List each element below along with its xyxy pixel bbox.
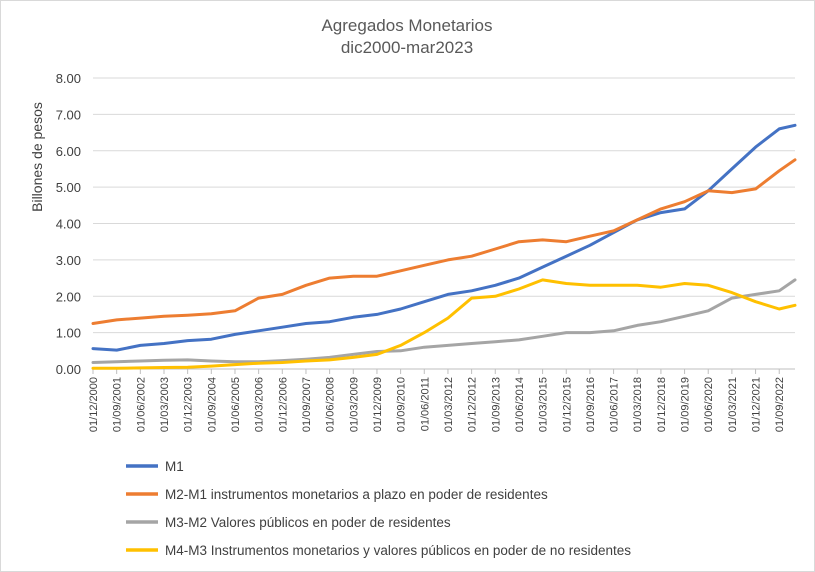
y-axis-label: Billones de pesos <box>29 102 45 212</box>
y-axis-ticks: 0.00 1.00 2.00 3.00 4.00 5.00 6.00 7.00 8.00 <box>56 71 81 377</box>
x-tick-label: 01/03/2003 <box>159 377 171 432</box>
x-tick-label: 01/09/2019 <box>680 377 692 432</box>
y-tick-label: 4.00 <box>56 217 81 232</box>
x-tick-label: 01/09/2013 <box>490 377 502 432</box>
x-tick-label: 01/06/2005 <box>230 377 242 432</box>
series-line-1 <box>91 123 797 352</box>
x-tick-label: 01/09/2004 <box>206 377 218 432</box>
x-tick-label: 01/03/2006 <box>254 377 266 432</box>
series-line-2 <box>91 158 797 325</box>
x-tick-label: 01/12/2003 <box>183 377 195 432</box>
x-tick-label: 01/06/2014 <box>514 377 526 432</box>
x-tick-label: 01/06/2017 <box>609 377 621 432</box>
x-tick-label: 01/09/2016 <box>585 377 597 432</box>
series-line-3 <box>91 278 797 364</box>
legend-label: M1 <box>165 459 184 474</box>
y-tick-label: 6.00 <box>56 144 81 159</box>
x-tick-label: 01/06/2008 <box>325 377 337 432</box>
y-tick-label: 2.00 <box>56 289 81 304</box>
x-tick-label: 01/03/2018 <box>632 377 644 432</box>
x-tick-label: 01/09/2007 <box>301 377 313 432</box>
y-tick-label: 7.00 <box>56 107 81 122</box>
x-tick-label: 01/06/2020 <box>703 377 715 432</box>
x-tick-label: 01/06/2002 <box>135 377 147 432</box>
legend-label: M2-M1 instrumentos monetarios a plazo en… <box>165 487 548 502</box>
y-tick-label: 1.00 <box>56 326 81 341</box>
x-tick-label: 01/12/2000 <box>88 377 100 432</box>
gridlines <box>93 77 795 370</box>
x-tick-label: 01/12/2009 <box>372 377 384 432</box>
chart-title: Agregados Monetarios <box>321 16 492 35</box>
x-tick-label: 01/03/2015 <box>538 377 550 432</box>
y-tick-label: 8.00 <box>56 71 81 86</box>
x-tick-label: 01/12/2015 <box>561 377 573 432</box>
legend-label: M3-M2 Valores públicos en poder de resid… <box>165 515 451 530</box>
x-tick-label: 01/09/2010 <box>396 377 408 432</box>
series-line-4 <box>91 278 797 370</box>
x-tick-label: 01/12/2018 <box>656 377 668 432</box>
x-tick-label: 01/09/2001 <box>112 377 124 432</box>
legend: M1 M2-M1 instrumentos monetarios a plazo … <box>126 459 631 558</box>
x-tick-label: 01/06/2011 <box>419 377 431 431</box>
legend-label: M4-M3 Instrumentos monetarios y valores … <box>165 543 631 558</box>
series-lines <box>91 123 797 370</box>
y-tick-label: 0.00 <box>56 362 81 377</box>
x-tick-label: 01/03/2012 <box>443 377 455 432</box>
x-tick-label: 01/03/2009 <box>348 377 360 432</box>
x-tick-label: 01/12/2012 <box>467 377 479 432</box>
x-tick-label: 01/12/2021 <box>751 377 763 432</box>
x-axis-ticks: 01/12/2000 01/09/2001 01/06/2002 01/03/2003… <box>88 369 786 432</box>
chart-subtitle: dic2000-mar2023 <box>341 38 473 57</box>
x-tick-label: 01/12/2006 <box>277 377 289 432</box>
y-tick-label: 3.00 <box>56 253 81 268</box>
x-tick-label: 01/09/2022 <box>774 377 786 432</box>
x-tick-label: 01/03/2021 <box>727 377 739 432</box>
y-tick-label: 5.00 <box>56 180 81 195</box>
